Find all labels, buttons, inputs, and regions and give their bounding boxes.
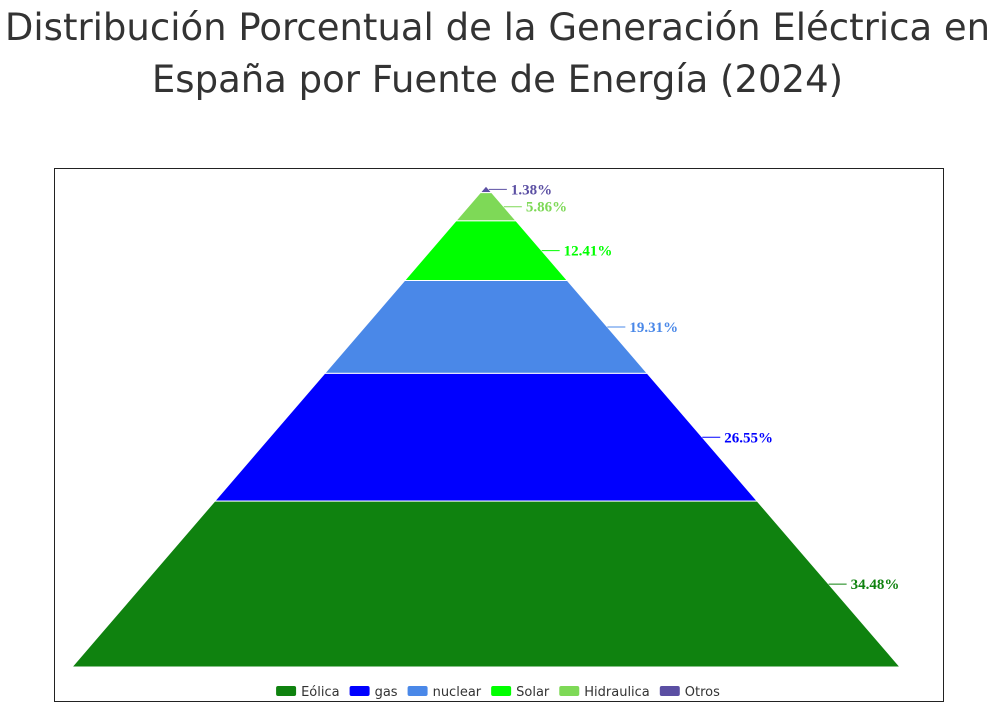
legend-swatch-eolica (276, 686, 297, 696)
plot-frame (54, 168, 944, 702)
legend-swatch-solar (491, 686, 512, 696)
segment-label-nuclear: 19.31% (629, 320, 678, 336)
segment-labels: 1.38% 5.86% 12.41% 19.31% 26.55% 34.48% (488, 182, 900, 593)
segment-label-solar: 12.41% (564, 244, 613, 260)
legend-label-hidraulica: Hidraulica (584, 685, 650, 700)
legend-item-eolica[interactable]: Eólica (276, 685, 340, 700)
legend-swatch-nuclear (407, 686, 428, 696)
legend-item-otros[interactable]: Otros (659, 685, 720, 700)
legend-label-solar: Solar (516, 685, 550, 700)
legend: Eólica gas nuclear Solar Hidraulica Otros (276, 685, 720, 700)
segment-label-eolica: 34.48% (851, 577, 900, 593)
legend-label-gas: gas (375, 685, 398, 700)
funnel-segment-nuclear[interactable] (323, 280, 649, 374)
legend-item-solar[interactable]: Solar (491, 685, 550, 700)
legend-item-gas[interactable]: gas (349, 685, 398, 700)
legend-swatch-gas (349, 686, 370, 696)
legend-label-otros: Otros (685, 685, 720, 700)
legend-swatch-hidraulica (559, 686, 580, 696)
funnel-segment-gas[interactable] (213, 372, 759, 502)
legend-swatch-otros (659, 686, 680, 696)
segment-label-otros: 1.38% (511, 182, 552, 198)
funnel-segments (70, 185, 902, 668)
segment-label-hidraulica: 5.86% (526, 200, 567, 216)
funnel-segment-eolica[interactable] (70, 500, 902, 668)
segment-label-gas: 26.55% (724, 430, 773, 446)
legend-item-nuclear[interactable]: nuclear (407, 685, 482, 700)
legend-item-hidraulica[interactable]: Hidraulica (559, 685, 650, 700)
chart-title: Distribución Porcentual de la Generación… (4, 6, 991, 101)
legend-label-nuclear: nuclear (433, 685, 482, 700)
legend-label-eolica: Eólica (301, 685, 340, 700)
